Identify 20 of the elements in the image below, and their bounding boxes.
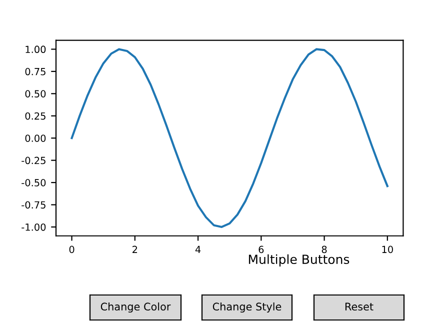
x-tick-label: 6 [258, 246, 264, 254]
y-tick-label: 0.25 [25, 112, 46, 120]
y-tick-label: 1.00 [26, 46, 46, 54]
text: Multiple Buttons [248, 254, 350, 266]
text: Change Color [100, 302, 171, 313]
x-tick-label: 4 [195, 246, 201, 253]
y-tick-label: -0.25 [22, 156, 46, 164]
text: Reset [345, 302, 374, 311]
x-tick-label: 8 [322, 246, 327, 254]
y-tick-label: 0.50 [25, 90, 46, 98]
x-tick-label: 2 [132, 246, 138, 253]
x-tick-label: 0 [69, 246, 74, 254]
y-tick-label: 0.75 [25, 68, 46, 76]
y-tick-label: 0.00 [25, 134, 46, 142]
y-tick-label: -0.75 [22, 201, 46, 209]
y-tick-label: -1.00 [22, 223, 46, 231]
text: Change Style [212, 302, 282, 313]
x-tick-label: 10 [382, 246, 393, 254]
line-series [70, 48, 388, 228]
y-tick-label: -0.50 [22, 179, 46, 186]
